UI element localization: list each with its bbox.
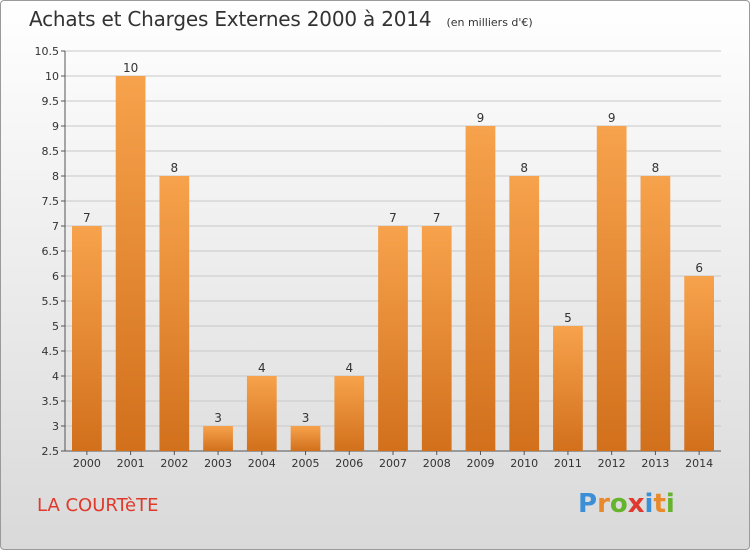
x-tick-label: 2002 xyxy=(160,457,188,470)
y-tick-label: 5 xyxy=(52,320,59,333)
labels: 2.5 3 3.5 4 4.5 5 5.5 6 6.5 7 7.5 8 8.5 9 9.5 10 10.5 7 20… xyxy=(35,45,714,470)
x-tick-label: 2003 xyxy=(204,457,232,470)
y-tick-label: 5.5 xyxy=(42,295,60,308)
bar[interactable] xyxy=(509,176,540,451)
y-tick-label: 4.5 xyxy=(42,345,60,358)
y-tick-label: 8 xyxy=(52,170,59,183)
brand-letter: P xyxy=(578,489,598,519)
y-tick-label: 9 xyxy=(52,120,59,133)
brand-letter: i xyxy=(665,489,675,519)
chart-title: Achats et Charges Externes 2000 à 2014 xyxy=(29,7,432,31)
bar[interactable] xyxy=(640,176,671,451)
bar[interactable] xyxy=(71,226,102,451)
bars xyxy=(71,76,715,451)
brand-logo[interactable]: Proxiti xyxy=(578,489,675,519)
x-tick-label: 2006 xyxy=(335,457,363,470)
x-tick-label: 2005 xyxy=(292,457,320,470)
bar-value-label: 3 xyxy=(302,411,310,425)
bar-value-label: 9 xyxy=(477,111,485,125)
bar-value-label: 8 xyxy=(520,161,528,175)
bar[interactable] xyxy=(684,276,715,451)
bar-value-label: 9 xyxy=(608,111,616,125)
y-tick-label: 7 xyxy=(52,220,59,233)
brand-letter: r xyxy=(597,489,610,519)
x-tick-label: 2000 xyxy=(73,457,101,470)
brand-letter: t xyxy=(653,489,666,519)
bar-value-label: 7 xyxy=(389,211,397,225)
y-tick-label: 10.5 xyxy=(35,45,60,58)
y-tick-label: 6 xyxy=(52,270,59,283)
bar[interactable] xyxy=(596,126,627,451)
brand-letter: o xyxy=(609,489,628,519)
bar[interactable] xyxy=(553,326,583,451)
bar[interactable] xyxy=(203,426,233,451)
y-tick-label: 7.5 xyxy=(42,195,60,208)
y-tick-label: 2.5 xyxy=(42,445,60,458)
y-tick-label: 6.5 xyxy=(42,245,60,258)
brand-letter: x xyxy=(627,489,645,519)
y-tick-label: 8.5 xyxy=(42,145,60,158)
bar-value-label: 5 xyxy=(564,311,572,325)
x-tick-label: 2007 xyxy=(379,457,407,470)
x-tick-label: 2008 xyxy=(423,457,451,470)
x-tick-label: 2009 xyxy=(466,457,494,470)
bar-value-label: 3 xyxy=(214,411,222,425)
x-tick-label: 2013 xyxy=(641,457,669,470)
commune-name: LA COURTèTE xyxy=(37,495,159,516)
bar-value-label: 7 xyxy=(83,211,91,225)
bar-value-label: 4 xyxy=(345,361,353,375)
bar[interactable] xyxy=(465,126,496,451)
x-tick-label: 2014 xyxy=(685,457,713,470)
bar-value-label: 8 xyxy=(171,161,179,175)
bar-value-label: 8 xyxy=(652,161,660,175)
x-tick-label: 2010 xyxy=(510,457,538,470)
bar[interactable] xyxy=(378,226,408,451)
y-tick-label: 3.5 xyxy=(42,395,60,408)
chart-subtitle: (en milliers d'€) xyxy=(446,16,533,29)
x-tick-label: 2012 xyxy=(598,457,626,470)
y-tick-label: 9.5 xyxy=(42,95,60,108)
bar[interactable] xyxy=(115,76,146,451)
x-tick-label: 2011 xyxy=(554,457,582,470)
title-row: Achats et Charges Externes 2000 à 2014 (… xyxy=(29,7,533,31)
bar[interactable] xyxy=(290,426,321,451)
x-tick-label: 2001 xyxy=(117,457,145,470)
y-tick-label: 4 xyxy=(52,370,59,383)
bar-value-label: 10 xyxy=(123,61,138,75)
bar[interactable] xyxy=(334,376,365,451)
bar-value-label: 4 xyxy=(258,361,266,375)
brand-letter: i xyxy=(644,489,654,519)
bar[interactable] xyxy=(246,376,277,451)
bar-value-label: 7 xyxy=(433,211,441,225)
y-tick-label: 3 xyxy=(52,420,59,433)
bar[interactable] xyxy=(421,226,452,451)
bar-value-label: 6 xyxy=(695,261,703,275)
bar[interactable] xyxy=(159,176,190,451)
x-tick-label: 2004 xyxy=(248,457,276,470)
y-tick-label: 10 xyxy=(45,70,59,83)
